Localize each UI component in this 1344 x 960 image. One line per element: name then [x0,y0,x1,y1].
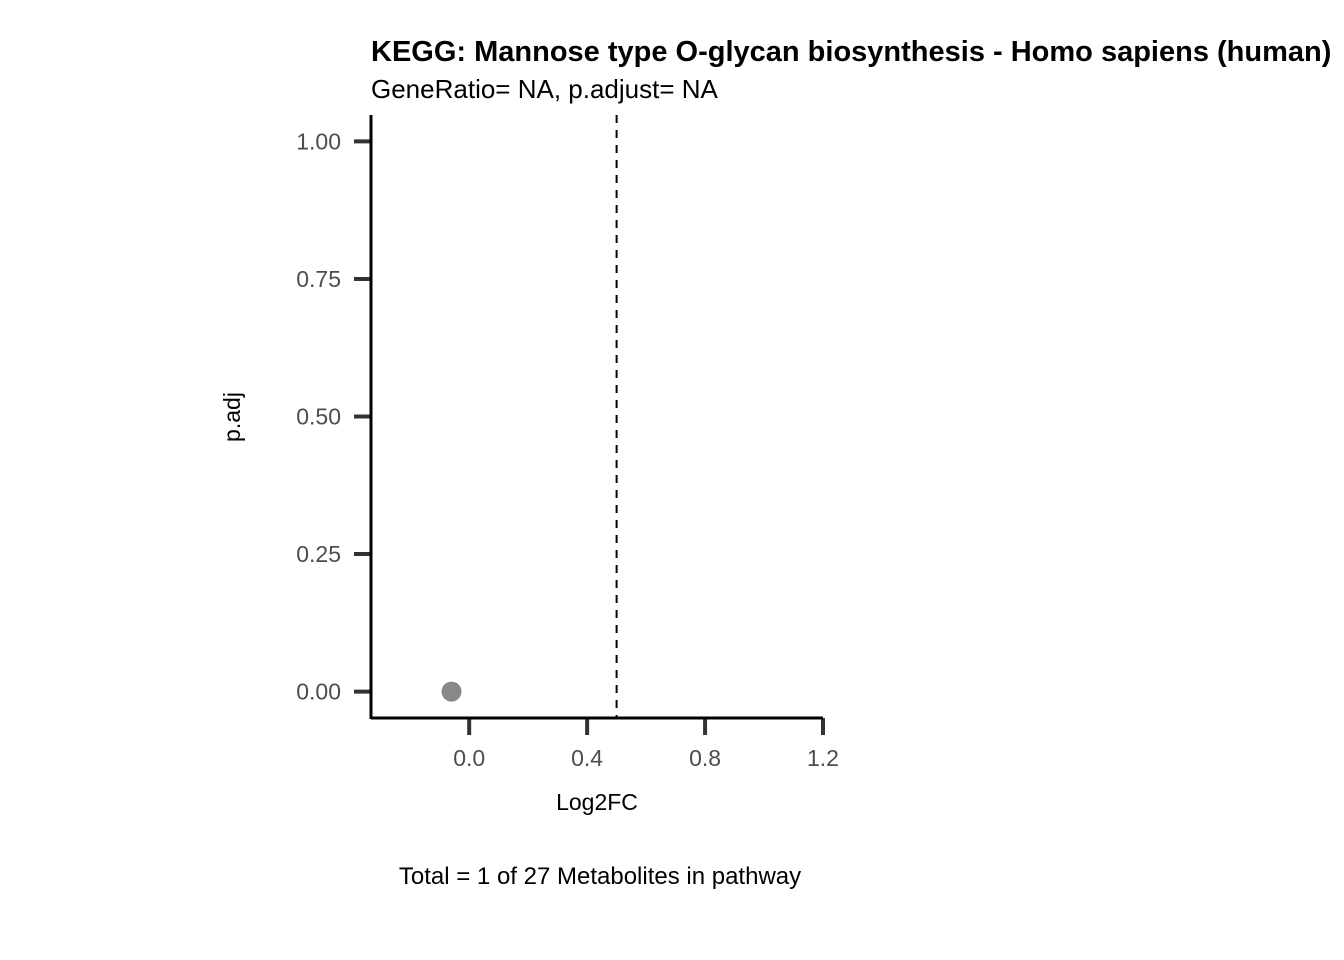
x-axis-title: Log2FC [556,789,638,815]
y-axis-ticks: 0.00 0.25 0.50 0.75 1.00 [296,128,371,705]
x-tick-label: 1.2 [807,745,839,771]
y-tick-label: 0.00 [296,679,341,705]
y-tick-label: 0.25 [296,541,341,567]
chart-title: KEGG: Mannose type O-glycan biosynthesis… [371,36,1331,68]
chart-subtitle: GeneRatio= NA, p.adjust= NA [371,74,719,104]
x-tick-label: 0.4 [571,745,603,771]
data-points [441,681,462,702]
x-axis-ticks: 0.0 0.4 0.8 1.2 [453,718,839,771]
data-point [441,681,462,702]
y-axis-title: p.adj [219,392,245,442]
chart-caption: Total = 1 of 27 Metabolites in pathway [399,863,801,890]
x-tick-label: 0.0 [453,745,485,771]
x-tick-label: 0.8 [689,745,721,771]
y-tick-label: 0.75 [296,266,341,292]
y-tick-label: 0.50 [296,404,341,430]
y-tick-label: 1.00 [296,128,341,154]
